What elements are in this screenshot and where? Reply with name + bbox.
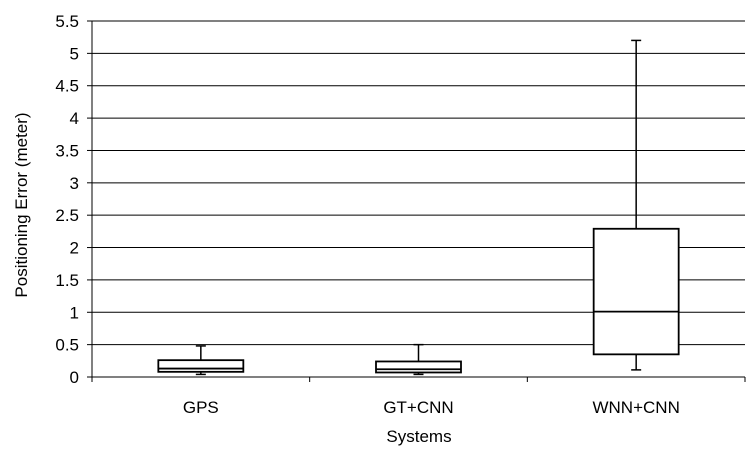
interquartile-box bbox=[375, 360, 462, 374]
y-tick-label: 4 bbox=[70, 109, 79, 128]
y-tick-label: 4.5 bbox=[55, 77, 79, 96]
y-tick-label: 2.5 bbox=[55, 206, 79, 225]
x-tick-label: GPS bbox=[183, 398, 219, 417]
x-tick-label: GT+CNN bbox=[383, 398, 453, 417]
x-tick-label: WNN+CNN bbox=[592, 398, 679, 417]
y-tick-label: 1.5 bbox=[55, 271, 79, 290]
interquartile-box bbox=[592, 227, 680, 356]
x-axis-ticks: GPS GT+CNN WNN+CNN bbox=[91, 377, 746, 417]
y-tick-label: 1 bbox=[70, 303, 79, 322]
y-tick-label: 5 bbox=[70, 44, 79, 63]
axes bbox=[91, 21, 745, 378]
y-tick-label: 0.5 bbox=[55, 336, 79, 355]
y-tick-label: 3.5 bbox=[55, 141, 79, 160]
y-axis-title: Positioning Error (meter) bbox=[12, 112, 31, 297]
y-tick-label: 3 bbox=[70, 174, 79, 193]
y-tick-label: 5.5 bbox=[55, 12, 79, 31]
y-tick-label: 0 bbox=[70, 368, 79, 387]
box-gps bbox=[157, 345, 245, 376]
box-gt-cnn bbox=[375, 343, 462, 376]
box-wnn-cnn bbox=[592, 39, 680, 371]
box-series bbox=[157, 39, 680, 376]
y-tick-label: 2 bbox=[70, 239, 79, 258]
x-axis-title: Systems bbox=[386, 427, 451, 446]
y-axis-ticks: 0 0.5 1 1.5 2 2.5 3 3.5 4 4.5 5 5.5 bbox=[55, 12, 92, 387]
interquartile-box bbox=[157, 359, 245, 373]
